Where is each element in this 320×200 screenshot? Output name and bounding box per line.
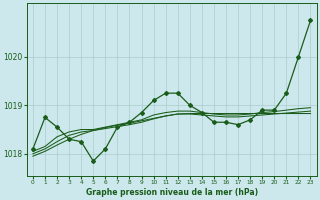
X-axis label: Graphe pression niveau de la mer (hPa): Graphe pression niveau de la mer (hPa) bbox=[86, 188, 258, 197]
